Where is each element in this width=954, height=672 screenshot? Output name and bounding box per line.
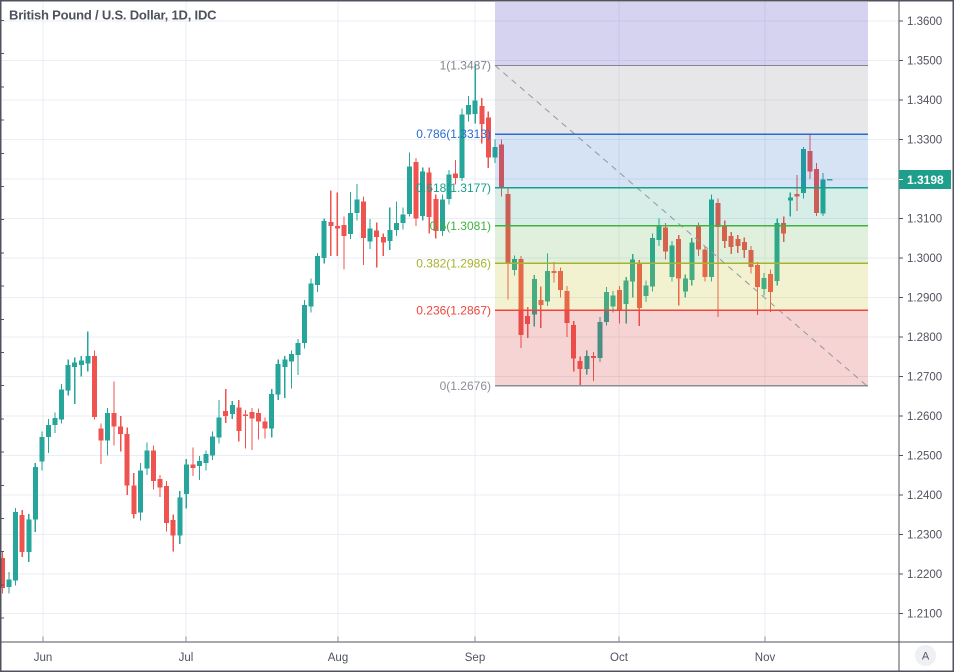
svg-text:0.5(1.3081): 0.5(1.3081): [430, 219, 491, 233]
svg-text:1.2500: 1.2500: [907, 450, 942, 462]
svg-text:0.382(1.2986): 0.382(1.2986): [416, 256, 491, 270]
svg-text:1.2100: 1.2100: [907, 608, 942, 620]
svg-text:0(1.2676): 0(1.2676): [440, 379, 491, 393]
svg-text:1(1.3487): 1(1.3487): [440, 58, 491, 72]
svg-text:0.786(1.3313): 0.786(1.3313): [416, 127, 491, 141]
svg-text:1.2300: 1.2300: [907, 529, 942, 541]
svg-text:0.236(1.2867): 0.236(1.2867): [416, 303, 491, 317]
svg-text:1.3500: 1.3500: [907, 55, 942, 67]
svg-text:1.2800: 1.2800: [907, 332, 942, 344]
svg-text:Sep: Sep: [465, 652, 485, 664]
svg-text:1.2400: 1.2400: [907, 490, 942, 502]
svg-text:Aug: Aug: [328, 652, 348, 664]
svg-text:A: A: [922, 651, 930, 663]
svg-text:1.3000: 1.3000: [907, 253, 942, 265]
svg-text:0.618(1.3177): 0.618(1.3177): [416, 181, 491, 195]
svg-text:1.2600: 1.2600: [907, 411, 942, 423]
svg-text:1.2900: 1.2900: [907, 292, 942, 304]
svg-text:British Pound / U.S. Dollar, 1: British Pound / U.S. Dollar, 1D, IDC: [9, 8, 217, 23]
svg-text:1.3198: 1.3198: [907, 173, 944, 187]
svg-text:1.3300: 1.3300: [907, 134, 942, 146]
svg-text:1.2700: 1.2700: [907, 371, 942, 383]
svg-text:1.3600: 1.3600: [907, 16, 942, 28]
svg-text:1.3400: 1.3400: [907, 95, 942, 107]
svg-text:Jun: Jun: [34, 652, 53, 664]
svg-text:Jul: Jul: [179, 652, 194, 664]
svg-text:Oct: Oct: [610, 652, 629, 664]
svg-text:1.2200: 1.2200: [907, 569, 942, 581]
svg-text:1.3100: 1.3100: [907, 213, 942, 225]
svg-text:Nov: Nov: [755, 652, 776, 664]
